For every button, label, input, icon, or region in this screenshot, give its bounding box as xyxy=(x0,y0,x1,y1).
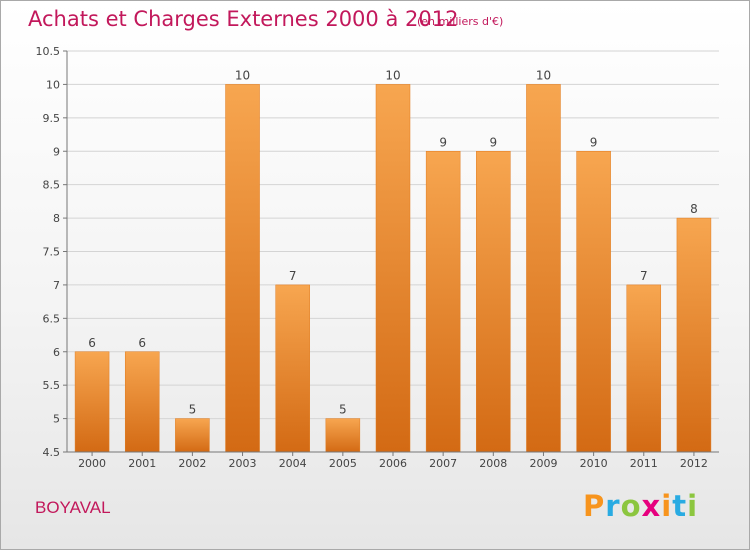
logo-letter: o xyxy=(620,489,642,523)
x-tick-label: 2010 xyxy=(580,457,608,470)
x-tick-label: 2011 xyxy=(630,457,658,470)
logo-letter: x xyxy=(641,489,662,523)
data-label: 10 xyxy=(235,68,250,82)
x-tick-label: 2006 xyxy=(379,457,407,470)
data-label: 8 xyxy=(690,202,698,216)
data-label: 7 xyxy=(640,269,648,283)
logo-letter: i xyxy=(661,489,673,523)
bar-2000 xyxy=(74,351,110,453)
data-label: 9 xyxy=(489,135,497,149)
bar-2004 xyxy=(275,284,310,453)
y-tick-label: 8.5 xyxy=(43,179,61,192)
data-label: 9 xyxy=(439,135,447,149)
bar-2003 xyxy=(225,84,260,453)
y-tick-label: 7.5 xyxy=(43,246,61,259)
y-tick-label: 6 xyxy=(53,346,60,359)
y-tick-label: 7 xyxy=(53,279,60,292)
logo-letter: r xyxy=(605,489,621,523)
y-tick-label: 6.5 xyxy=(43,312,61,325)
bar-2012 xyxy=(676,217,712,453)
data-label: 10 xyxy=(536,68,551,82)
proxiti-logo: Proxiti xyxy=(583,489,698,523)
x-tick-label: 2007 xyxy=(429,457,457,470)
x-tick-label: 2002 xyxy=(178,457,206,470)
y-tick-label: 8 xyxy=(53,212,60,225)
y-tick-label: 9 xyxy=(53,145,60,158)
bar-2001 xyxy=(124,351,160,453)
bar-2005 xyxy=(325,418,361,453)
logo-letter: P xyxy=(583,489,606,523)
data-label: 6 xyxy=(88,336,96,350)
x-tick-label: 2004 xyxy=(279,457,307,470)
data-label: 6 xyxy=(138,336,146,350)
axes: 4.5 5 5.5 6 6.5 7 7.5 8 8.5 9 9.5 10 10.5 2000 2001 200… xyxy=(36,45,719,470)
chart-unit: (en milliers d'€) xyxy=(417,15,504,28)
bar-2006 xyxy=(375,84,411,453)
commune-name: BOYAVAL xyxy=(35,498,111,517)
logo-letter: i xyxy=(687,489,699,523)
data-label: 9 xyxy=(590,135,598,149)
bar-2008 xyxy=(476,151,511,453)
y-tick-label: 5 xyxy=(53,413,60,426)
y-tick-label: 4.5 xyxy=(43,446,61,459)
data-label: 10 xyxy=(385,68,400,82)
x-tick-label: 2009 xyxy=(529,457,557,470)
y-tick-label: 9.5 xyxy=(43,112,61,125)
y-tick-label: 10 xyxy=(46,78,60,91)
chart-title: Achats et Charges Externes 2000 à 2012 xyxy=(28,7,459,31)
x-tick-label: 2000 xyxy=(78,457,106,470)
x-tick-label: 2001 xyxy=(128,457,156,470)
x-tick-label: 2008 xyxy=(479,457,507,470)
data-label: 5 xyxy=(189,403,197,417)
bar-2010 xyxy=(576,151,611,453)
data-label: 5 xyxy=(339,403,347,417)
y-tick-label: 10.5 xyxy=(36,45,61,58)
x-tick-label: 2005 xyxy=(329,457,357,470)
logo-letter: t xyxy=(672,489,688,523)
x-tick-label: 2003 xyxy=(229,457,257,470)
x-tick-label: 2012 xyxy=(680,457,708,470)
bar-2002 xyxy=(175,418,210,453)
data-label: 7 xyxy=(289,269,297,283)
y-tick-label: 5.5 xyxy=(43,379,61,392)
bar-2011 xyxy=(626,284,662,453)
bar-2009 xyxy=(526,84,561,453)
bars: 6 6 5 10 7 5 10 9 9 10 9 7 8 xyxy=(74,68,712,453)
bar-2007 xyxy=(425,151,461,453)
